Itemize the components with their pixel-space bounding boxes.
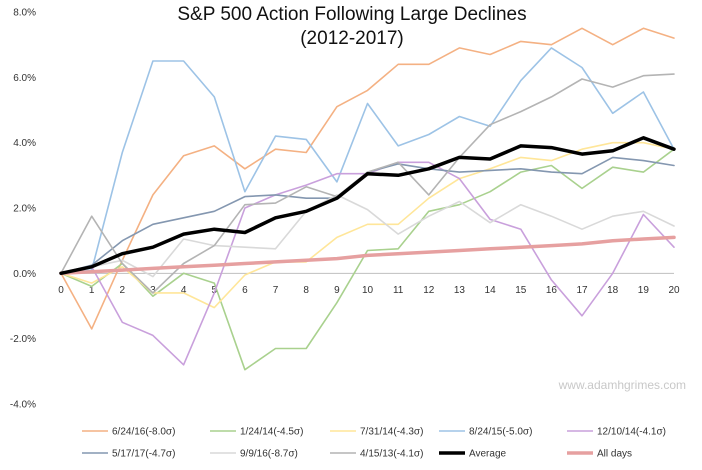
y-tick-label: 4.0%	[13, 138, 36, 149]
legend: 6/24/16(-8.0σ) 1/24/14(-4.5σ) 7/31/14(-4.3…	[82, 427, 666, 460]
x-tick-label: 20	[668, 285, 680, 296]
legend-label: Average	[469, 449, 507, 460]
x-tick-label: 18	[607, 285, 619, 296]
x-tick-label: 3	[150, 285, 156, 296]
x-tick-label: 17	[576, 285, 588, 296]
chart-title: S&P 500 Action Following Large Declines	[177, 4, 526, 25]
x-tick-label: 4	[181, 285, 187, 296]
legend-label: 6/24/16(-8.0σ)	[112, 427, 175, 438]
x-tick-label: 10	[362, 285, 374, 296]
x-tick-label: 0	[58, 285, 64, 296]
y-tick-label: 2.0%	[13, 204, 36, 215]
plot-area	[59, 27, 676, 371]
x-tick-label: 14	[485, 285, 497, 296]
series-line-8	[59, 136, 676, 276]
series-line-9	[59, 235, 676, 276]
y-tick-label: -2.0%	[10, 334, 36, 345]
x-tick-label: 11	[393, 285, 404, 296]
x-tick-label: 15	[515, 285, 527, 296]
series-line-3	[60, 47, 675, 275]
x-tick-label: 12	[423, 285, 435, 296]
series-line-6	[60, 194, 675, 278]
legend-label: 5/17/17(-4.7σ)	[112, 449, 175, 460]
series-line-0	[60, 27, 675, 330]
legend-label: All days	[597, 449, 632, 460]
watermark: www.adamhgrimes.com	[558, 378, 686, 392]
y-tick-label: 6.0%	[13, 73, 36, 84]
legend-label: 7/31/14(-4.3σ)	[360, 427, 423, 438]
legend-label: 1/24/14(-4.5σ)	[240, 427, 303, 438]
x-axis: 0 1 2 3 4 5 6 7 8 9 10 11 12 13 14 15 16 17 18 19 20	[58, 285, 680, 296]
x-tick-label: 6	[242, 285, 248, 296]
x-tick-label: 19	[638, 285, 650, 296]
legend-label: 4/15/13(-4.1σ)	[360, 449, 423, 460]
chart-subtitle: (2012-2017)	[300, 28, 404, 49]
series-line-1	[60, 148, 675, 371]
x-tick-label: 16	[546, 285, 558, 296]
y-tick-label: -4.0%	[10, 400, 36, 411]
y-tick-label: 0.0%	[13, 269, 36, 280]
x-tick-label: 7	[273, 285, 279, 296]
y-tick-label: 8.0%	[13, 8, 36, 19]
series-line-4	[60, 161, 675, 366]
y-axis: -4.0% -2.0% 0.0% 2.0% 4.0% 6.0% 8.0%	[10, 8, 36, 411]
x-tick-label: 1	[89, 285, 95, 296]
x-tick-label: 9	[334, 285, 340, 296]
x-tick-label: 2	[120, 285, 126, 296]
legend-label: 9/9/16(-8.7σ)	[240, 449, 298, 460]
x-tick-label: 13	[454, 285, 466, 296]
legend-label: 12/10/14(-4.1σ)	[597, 427, 666, 438]
legend-label: 8/24/15(-5.0σ)	[469, 427, 532, 438]
x-tick-label: 8	[303, 285, 309, 296]
series-line-7	[60, 73, 675, 294]
